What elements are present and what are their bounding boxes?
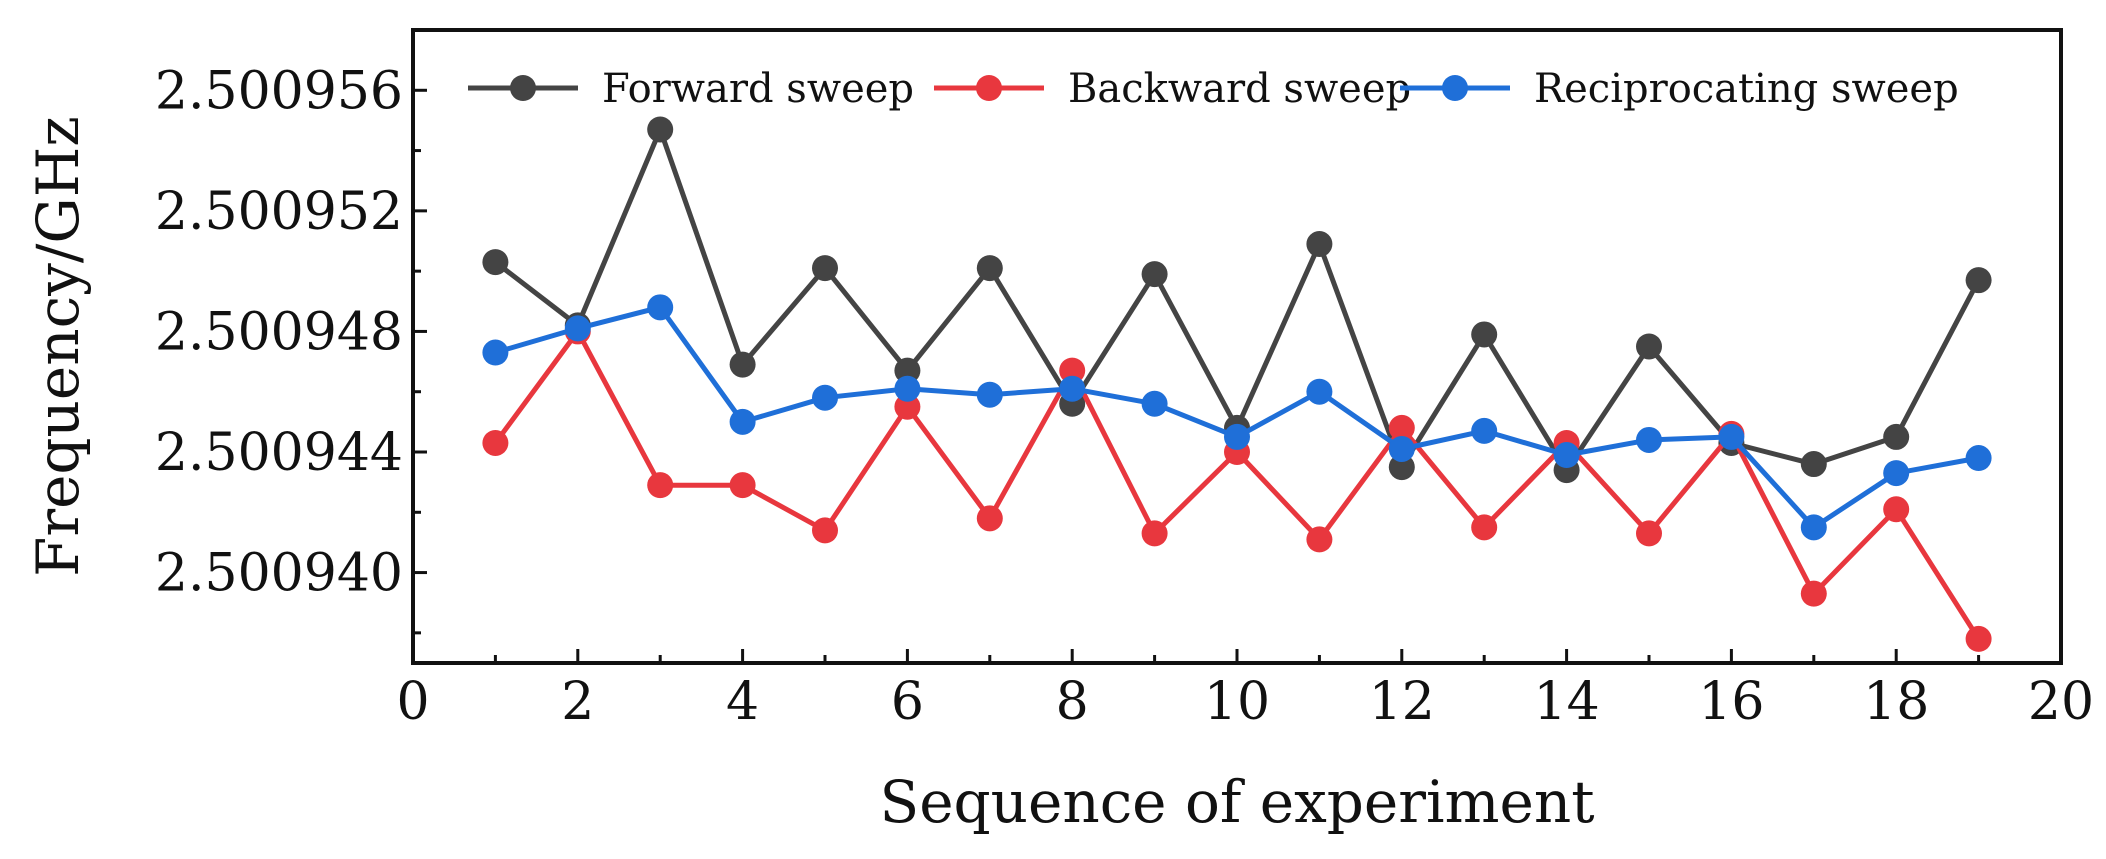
data-point [647,116,674,143]
x-tick-label: 6 [891,672,924,732]
legend-marker [510,75,536,101]
data-point [647,472,674,499]
x-tick-label: 2 [561,672,594,732]
y-tick-label: 2.500944 [155,423,403,483]
data-point [1471,417,1498,444]
data-point [812,384,838,411]
y-tick-label: 2.500956 [155,61,403,121]
data-point [1141,520,1168,547]
data-point [1636,520,1662,547]
data-point [1388,454,1415,481]
data-point [482,339,509,366]
data-point [976,505,1003,532]
x-tick-label: 12 [1369,672,1435,732]
data-point [647,294,674,321]
data-point [1553,442,1580,469]
data-point [1388,435,1415,462]
x-axis-title: Sequence of experiment [879,768,1594,836]
data-point [1471,514,1498,541]
data-point [1883,496,1910,523]
data-point [729,351,756,378]
legend-entry: Forward sweep [468,66,914,112]
data-point [729,472,756,499]
data-point [894,393,921,420]
data-point [812,517,838,544]
x-tick-label: 10 [1204,672,1270,732]
y-tick-label: 2.500948 [155,302,403,362]
data-point [1636,426,1662,453]
x-tick-label: 16 [1698,672,1764,732]
data-point [1718,423,1745,450]
data-point [1306,526,1333,553]
x-tick-label: 8 [1056,672,1089,732]
data-point [1224,423,1250,450]
data-point [729,408,756,435]
data-point [1141,261,1168,288]
legend-label: Forward sweep [602,66,914,112]
data-point [482,429,509,456]
legend-marker [1442,75,1468,101]
data-point [1800,451,1827,478]
data-point [812,255,838,282]
data-point [1306,231,1333,258]
x-tick-label: 18 [1863,672,1929,732]
series-line [493,328,1981,641]
series-backward-sweep [482,318,1992,652]
data-point [976,255,1003,282]
legend-entry: Backward sweep [934,66,1411,112]
data-point [1965,445,1992,472]
x-tick-label: 20 [2028,672,2094,732]
legend-label: Reciprocating sweep [1534,66,1959,112]
data-point [894,375,921,402]
data-point [1800,514,1827,541]
data-point [1141,390,1168,417]
y-axis-title: Frequency/GHz [24,116,92,577]
series-reciprocating-sweep [482,294,1992,541]
y-tick-label: 2.500952 [155,182,403,242]
data-point [482,249,509,276]
legend-label: Backward sweep [1068,66,1411,112]
data-point [1883,460,1910,487]
data-point [1306,378,1333,405]
data-point [1059,357,1086,384]
x-tick-label: 14 [1534,672,1600,732]
data-point [1800,580,1827,607]
data-point [1965,267,1992,294]
data-point [1965,625,1992,652]
data-point [894,357,921,384]
data-point [564,315,591,342]
data-point [1636,333,1662,360]
x-tick-label: 0 [396,672,429,732]
legend-entry: Reciprocating sweep [1400,66,1959,112]
data-point [1471,321,1498,348]
data-point [1883,423,1910,450]
y-tick-label: 2.500940 [155,544,403,604]
data-point [1388,414,1415,441]
data-point [1059,375,1086,402]
legend-marker [976,75,1002,101]
x-tick-label: 4 [726,672,759,732]
data-point [976,381,1003,408]
